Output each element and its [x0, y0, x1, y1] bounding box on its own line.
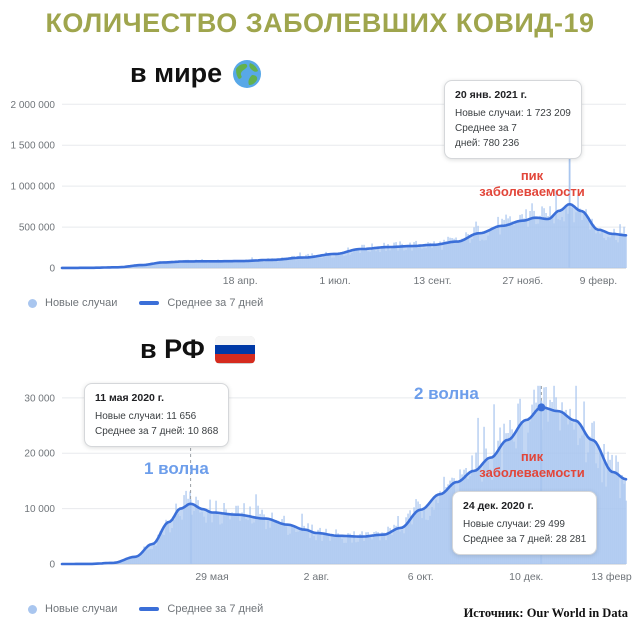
tooltip-line: Новые случаи: 1 723 209	[455, 107, 571, 119]
avg-swatch	[139, 607, 160, 611]
rf-legend: Новые случаи Среднее за 7 дней	[28, 603, 263, 615]
svg-text:500 000: 500 000	[19, 223, 56, 234]
svg-text:0: 0	[49, 560, 55, 571]
tooltip-date: 11 мая 2020 г.	[95, 392, 165, 404]
world-legend: Новые случаи Среднее за 7 дней	[28, 297, 263, 309]
tooltip-line: Среднее за 7 дней: 10 868	[95, 425, 219, 437]
rf-subtitle: в РФ	[140, 334, 255, 365]
world-subtitle: в мире	[130, 58, 262, 89]
new-cases-swatch	[28, 604, 37, 614]
rf-tooltip-second-wave: 24 дек. 2020 г. Новые случаи: 29 499 Сре…	[452, 491, 598, 555]
svg-text:9 февр.: 9 февр.	[580, 275, 618, 287]
svg-text:20 000: 20 000	[24, 449, 55, 460]
svg-text:0: 0	[49, 264, 55, 275]
svg-text:10 000: 10 000	[24, 504, 55, 515]
globe-icon	[233, 59, 262, 88]
svg-text:29 мая: 29 мая	[195, 571, 228, 583]
rf-subtitle-text: в РФ	[140, 334, 205, 364]
rf-peak-label: пик заболеваемости	[479, 449, 585, 480]
svg-text:1 000 000: 1 000 000	[11, 182, 56, 193]
russia-flag-icon	[214, 335, 255, 364]
tooltip-line: дней: 780 236	[455, 137, 520, 149]
svg-text:2 авг.: 2 авг.	[304, 571, 330, 583]
tooltip-line: Среднее за 7	[455, 122, 517, 134]
legend-avg-label: Среднее за 7 дней	[167, 297, 264, 309]
svg-text:1 500 000: 1 500 000	[11, 141, 56, 152]
svg-text:18 апр.: 18 апр.	[223, 275, 258, 287]
svg-text:2 000 000: 2 000 000	[11, 100, 56, 111]
tooltip-line: Среднее за 7 дней: 28 281	[463, 533, 587, 545]
world-subtitle-text: в мире	[130, 58, 223, 88]
svg-text:6 окт.: 6 окт.	[408, 571, 434, 583]
rf-wave1-label: 1 волна	[144, 459, 209, 478]
source-credit: Источник: Our World in Data	[463, 606, 628, 620]
page-title: КОЛИЧЕСТВО ЗАБОЛЕВШИХ КОВИД-19	[45, 8, 595, 38]
legend-avg-label: Среднее за 7 дней	[167, 603, 264, 615]
new-cases-swatch	[28, 298, 37, 308]
svg-text:13 сент.: 13 сент.	[413, 275, 451, 287]
tooltip-line: Новые случаи: 29 499	[463, 518, 565, 530]
tooltip-date: 20 янв. 2021 г.	[455, 89, 527, 101]
svg-text:27 нояб.: 27 нояб.	[502, 275, 543, 287]
svg-text:10 дек.: 10 дек.	[509, 571, 543, 583]
svg-text:30 000: 30 000	[24, 393, 55, 404]
legend-new-cases-label: Новые случаи	[45, 297, 118, 309]
rf-wave2-label: 2 волна	[414, 384, 479, 403]
tooltip-date: 24 дек. 2020 г.	[463, 500, 534, 512]
world-tooltip: 20 янв. 2021 г. Новые случаи: 1 723 209 …	[444, 80, 582, 159]
tooltip-line: Новые случаи: 11 656	[95, 410, 197, 422]
legend-new-cases-label: Новые случаи	[45, 603, 118, 615]
avg-swatch	[139, 301, 160, 305]
svg-text:1 июл.: 1 июл.	[319, 275, 350, 287]
world-peak-label: пик заболеваемости	[479, 168, 585, 199]
svg-text:13 февр.: 13 февр.	[591, 571, 632, 583]
rf-tooltip-first-wave: 11 мая 2020 г. Новые случаи: 11 656 Сред…	[84, 383, 230, 447]
